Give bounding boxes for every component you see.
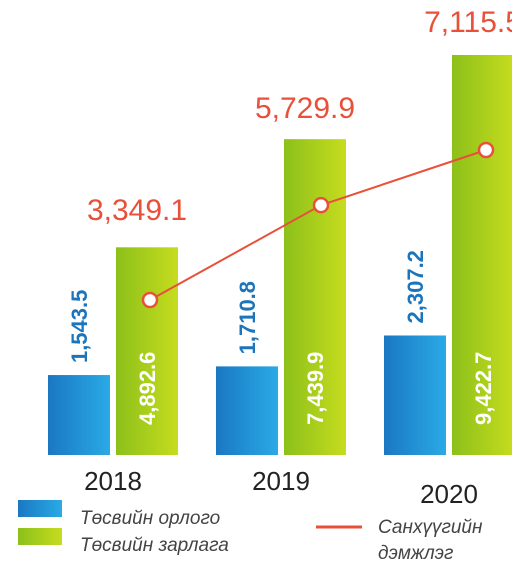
label-expenditure-2019: 7,439.9 <box>303 352 328 425</box>
label-expenditure-2020: 9,422.7 <box>471 352 496 425</box>
label-support-2018: 3,349.1 <box>87 194 187 227</box>
bar-expenditure-2020 <box>452 55 512 455</box>
label-support-2019: 5,729.9 <box>255 92 355 125</box>
legend-label-support-line1: Санхүүгийн <box>378 517 483 538</box>
legend-label-expenditure: Төсвийн зарлага <box>80 535 229 556</box>
bar-revenue-2019 <box>216 366 278 455</box>
label-revenue-2020: 2,307.2 <box>403 250 428 323</box>
support-point-2018 <box>141 291 159 309</box>
year-label-2020: 2020 <box>420 479 478 509</box>
bar-revenue-2018 <box>48 375 110 455</box>
label-expenditure-2018: 4,892.6 <box>135 352 160 425</box>
labels-layer: 1,543.5 4,892.6 2018 3,349.1 1,710.8 7,439.9 2… <box>67 6 512 509</box>
bar-expenditure-2019 <box>284 139 346 455</box>
year-label-2018: 2018 <box>84 466 142 496</box>
legend-label-support-line2: дэмжлэг <box>378 543 453 564</box>
legend-swatch-expenditure <box>18 528 62 545</box>
support-line-layer <box>141 141 495 309</box>
legend-label-revenue: Төсвийн орлого <box>80 508 220 529</box>
legend: Төсвийн орлого Төсвийн зарлага Санхүүгий… <box>18 500 483 564</box>
label-support-2020: 7,115.5 <box>424 6 512 39</box>
bar-expenditure-2018 <box>116 247 178 455</box>
year-label-2019: 2019 <box>252 466 310 496</box>
bar-revenue-2020 <box>384 335 446 455</box>
legend-swatch-revenue <box>18 500 62 517</box>
support-point-2020 <box>477 141 495 159</box>
label-revenue-2019: 1,710.8 <box>235 281 260 354</box>
bars-layer <box>48 55 512 455</box>
label-revenue-2018: 1,543.5 <box>67 290 92 363</box>
support-point-2019 <box>312 196 330 214</box>
